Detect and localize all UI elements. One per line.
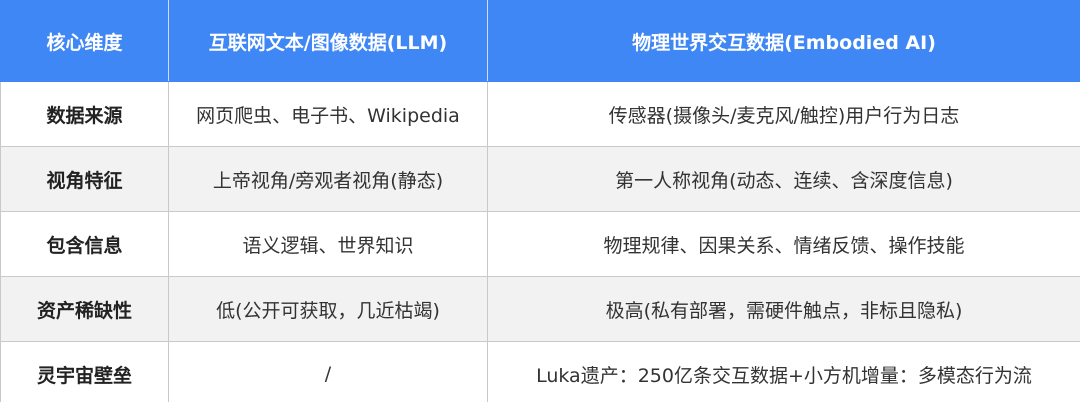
header-cell: 互联网文本/图像数据(LLM) — [168, 0, 488, 82]
header-cell: 核心维度 — [0, 0, 169, 82]
table-body: 数据来源 网页爬虫、电子书、Wikipedia 传感器(摄像头/麦克风/触控)用户行… — [0, 81, 1080, 402]
row-label: 资产稀缺性 — [0, 276, 169, 342]
table-cell: Luka遗产：250亿条交互数据+小方机增量：多模态行为流 — [487, 341, 1080, 402]
table-cell: 网页爬虫、电子书、Wikipedia — [168, 81, 488, 147]
table-row: 灵宇宙壁垒 / Luka遗产：250亿条交互数据+小方机增量：多模态行为流 — [0, 341, 1080, 402]
table-row: 数据来源 网页爬虫、电子书、Wikipedia 传感器(摄像头/麦克风/触控)用户行… — [0, 81, 1080, 147]
table-cell: 物理规律、因果关系、情绪反馈、操作技能 — [487, 211, 1080, 277]
header-row: 核心维度 互联网文本/图像数据(LLM) 物理世界交互数据(Embodied AI) — [0, 0, 1080, 82]
table-cell: 第一人称视角(动态、连续、含深度信息) — [487, 146, 1080, 212]
header-cell: 物理世界交互数据(Embodied AI) — [487, 0, 1080, 82]
table-cell: 上帝视角/旁观者视角(静态) — [168, 146, 488, 212]
table-row: 资产稀缺性 低(公开可获取，几近枯竭) 极高(私有部署，需硬件触点，非标且隐私) — [0, 276, 1080, 342]
table-cell: 语义逻辑、世界知识 — [168, 211, 488, 277]
table-cell: 低(公开可获取，几近枯竭) — [168, 276, 488, 342]
row-label: 数据来源 — [0, 81, 169, 147]
table-row: 包含信息 语义逻辑、世界知识 物理规律、因果关系、情绪反馈、操作技能 — [0, 211, 1080, 277]
table-cell: 极高(私有部署，需硬件触点，非标且隐私) — [487, 276, 1080, 342]
row-label: 灵宇宙壁垒 — [0, 341, 169, 402]
table-row: 视角特征 上帝视角/旁观者视角(静态) 第一人称视角(动态、连续、含深度信息) — [0, 146, 1080, 212]
row-label: 包含信息 — [0, 211, 169, 277]
table-cell: 传感器(摄像头/麦克风/触控)用户行为日志 — [487, 81, 1080, 147]
row-label: 视角特征 — [0, 146, 169, 212]
table-cell: / — [168, 341, 488, 402]
